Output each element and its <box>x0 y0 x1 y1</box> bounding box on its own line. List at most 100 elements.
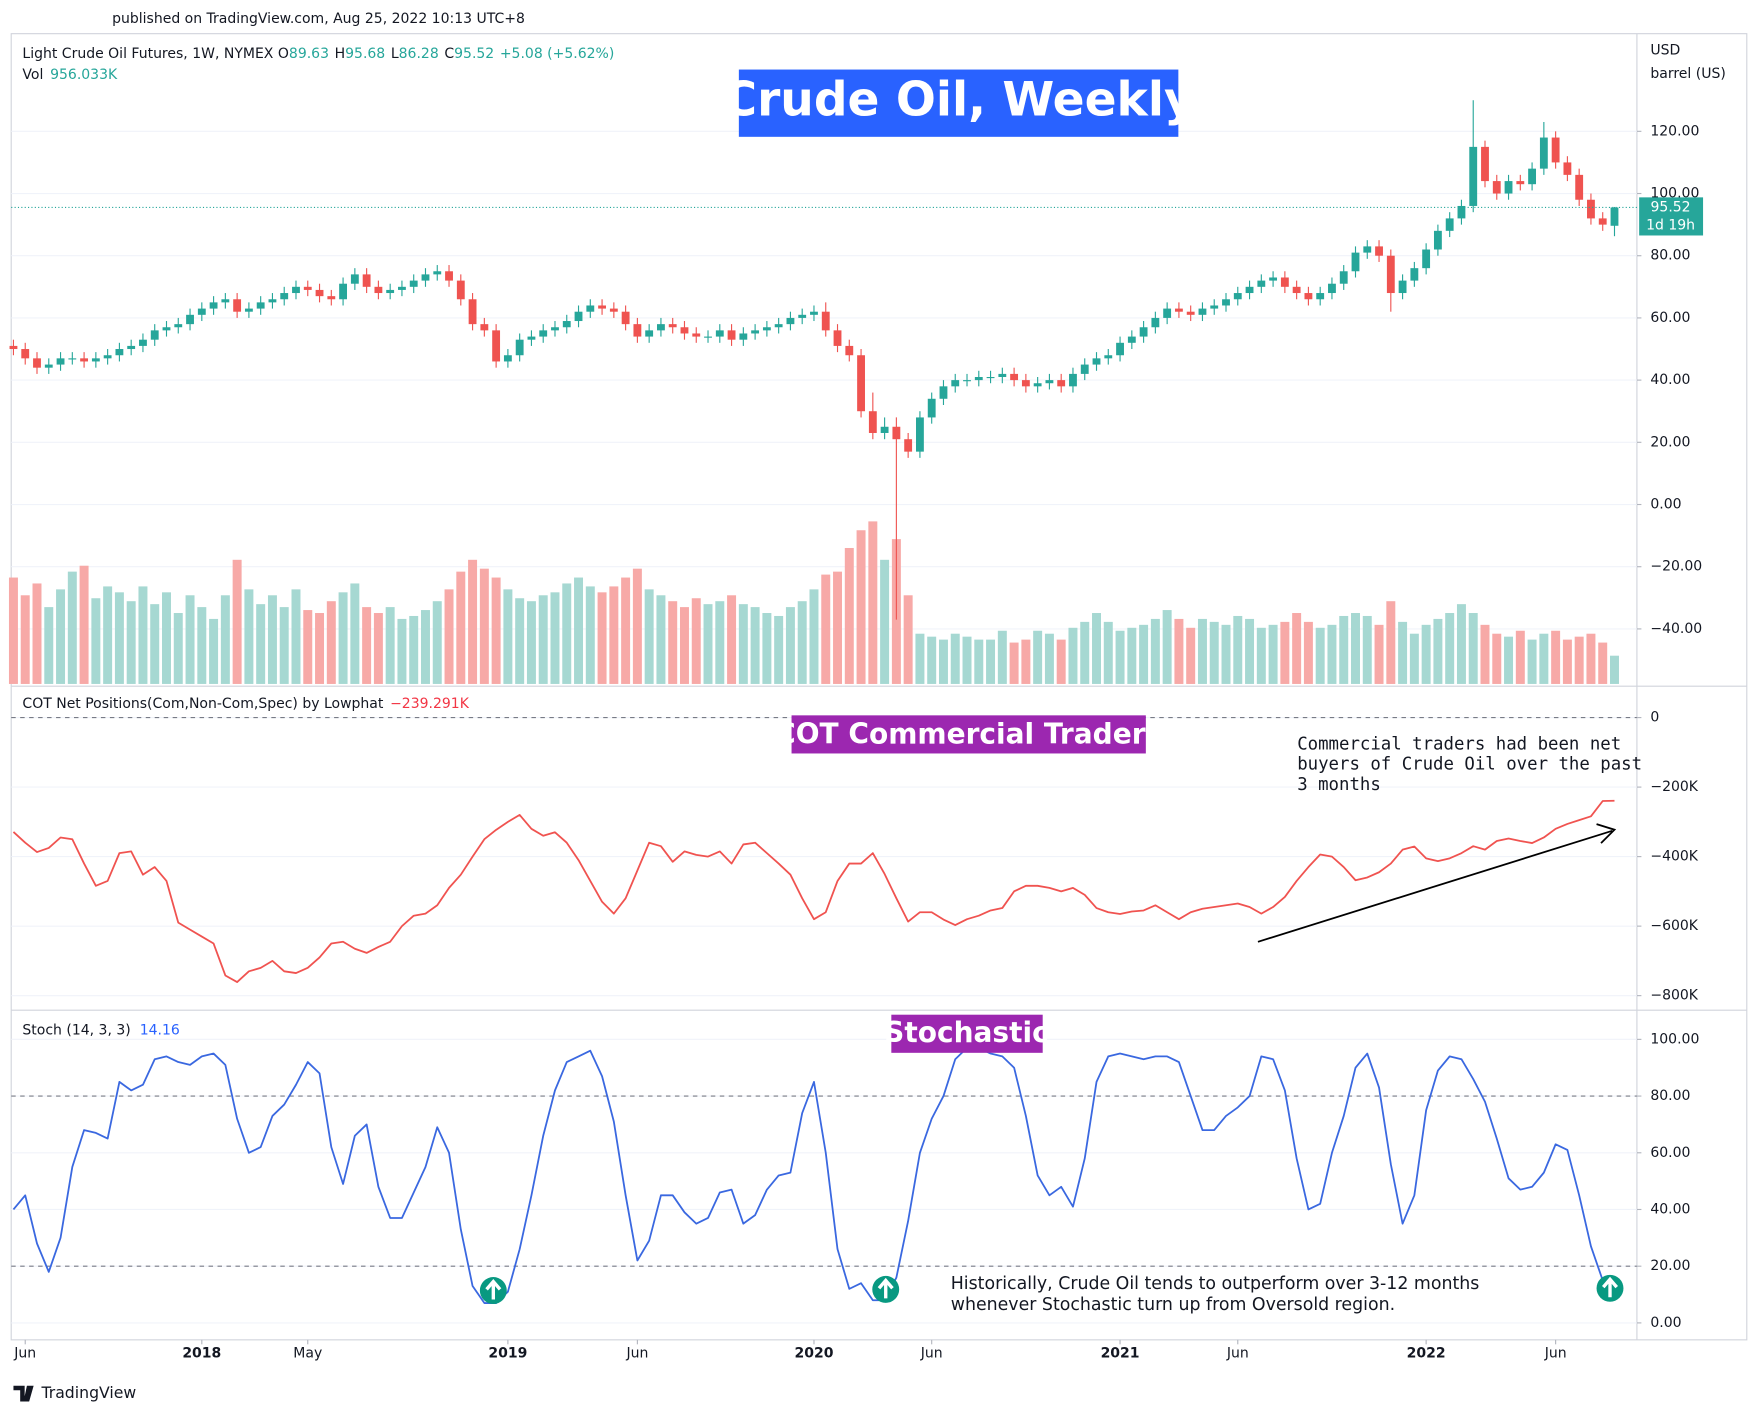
volume-bar <box>927 636 937 684</box>
logo <box>13 1385 34 1402</box>
volume-bar <box>515 598 525 684</box>
candle-body <box>927 398 936 418</box>
y-tick-label: 100.00 <box>1650 1031 1699 1047</box>
candle-body <box>362 274 371 287</box>
candle-body <box>1551 137 1560 163</box>
volume-bar <box>1562 639 1572 684</box>
icon-arrow <box>877 1277 894 1299</box>
volume-bar <box>1280 621 1290 684</box>
volume-bar <box>1445 613 1455 684</box>
volume-bar <box>244 589 254 684</box>
volume-bar <box>1574 636 1584 684</box>
volume-bar <box>785 607 795 684</box>
volume-bar <box>915 633 925 684</box>
volume-bar <box>1362 615 1372 684</box>
candle-body <box>68 358 77 360</box>
y-tick-label: 60.00 <box>1650 1145 1690 1161</box>
candle-body <box>1033 383 1042 387</box>
candle-body <box>692 333 701 337</box>
volume-bar <box>1468 613 1478 684</box>
candle-body <box>256 302 265 309</box>
candle-body <box>197 308 206 315</box>
volume-bar <box>503 589 513 684</box>
volume-bar <box>1139 624 1149 684</box>
candle-body <box>680 327 689 334</box>
candle-body <box>1198 308 1207 315</box>
volume-bar <box>856 530 866 684</box>
grid-layer <box>11 130 1637 1324</box>
candle-body <box>1139 327 1148 337</box>
candle-body <box>33 358 41 368</box>
volume-bar <box>1610 655 1619 684</box>
candle-body <box>1375 246 1383 256</box>
candle-body <box>1492 181 1501 194</box>
candle-body <box>904 439 913 452</box>
candle-body <box>233 299 242 312</box>
volume-bar <box>20 595 30 684</box>
volume-bar <box>974 639 984 684</box>
volume-bar <box>1268 624 1278 684</box>
volume-bar <box>1186 627 1196 684</box>
volume-bar <box>126 601 136 684</box>
volume-bar <box>79 565 89 684</box>
candle-body <box>1151 317 1160 328</box>
candle-body <box>1280 277 1289 287</box>
x-tick-label: 2022 <box>1407 1345 1446 1361</box>
candle-body <box>1057 380 1066 387</box>
volume-bar <box>597 592 607 684</box>
volume-bar <box>1021 639 1031 684</box>
candle-body <box>1127 336 1136 343</box>
volume-bar <box>397 618 407 684</box>
candle-body <box>1398 280 1407 294</box>
y-tick-label: 40.00 <box>1650 372 1690 388</box>
candle-body <box>974 377 983 381</box>
x-tick-label: 2021 <box>1101 1345 1140 1361</box>
candle-body <box>798 314 807 318</box>
volume-bar <box>1044 633 1054 684</box>
candle-body <box>1563 162 1572 175</box>
candle-body <box>1210 305 1219 309</box>
candle-body <box>1328 283 1336 294</box>
candle-body <box>1104 355 1113 359</box>
candle-body <box>1469 146 1478 206</box>
candle-body <box>327 296 336 300</box>
candle-body <box>433 271 442 275</box>
y-tick-label: 60.00 <box>1650 310 1690 326</box>
candle-body <box>1445 218 1454 231</box>
volume-bar <box>1292 613 1302 684</box>
candle-body <box>56 358 65 365</box>
volume-bar <box>1245 618 1255 684</box>
annotation: buyers of Crude Oil over the past <box>1297 755 1642 775</box>
x-tick-label: Jun <box>920 1345 943 1361</box>
candle-body <box>633 324 642 337</box>
x-tick-label: Jun <box>625 1345 648 1361</box>
candle-body <box>998 373 1007 378</box>
x-tick-label: 2019 <box>488 1345 527 1361</box>
volume-bar <box>1009 642 1019 684</box>
volume-bar <box>962 636 972 684</box>
candle-body <box>645 330 654 337</box>
volume-bar <box>185 595 195 684</box>
title-box <box>891 1014 1043 1053</box>
volume-bar <box>1197 618 1207 684</box>
volume-bar <box>1033 630 1043 684</box>
candle-body <box>1045 380 1054 384</box>
volume-bar <box>409 615 419 684</box>
volume-bar <box>762 613 772 684</box>
trend-arrow <box>1257 829 1613 943</box>
volume-bar <box>1586 633 1596 684</box>
candle-body <box>445 271 453 281</box>
candle-body <box>1575 174 1584 200</box>
volume-bar <box>267 595 277 684</box>
volume-bar <box>373 613 383 684</box>
candle-body <box>668 324 677 328</box>
volume-bar <box>574 577 584 684</box>
volume-bar <box>1527 639 1537 684</box>
signal-icon <box>479 1277 507 1304</box>
icon-arrow <box>1602 1276 1619 1298</box>
candle-body <box>492 330 501 362</box>
volume-bar <box>1092 613 1101 684</box>
y-tick-label: −40.00 <box>1650 621 1702 637</box>
candle-body <box>1516 181 1525 185</box>
